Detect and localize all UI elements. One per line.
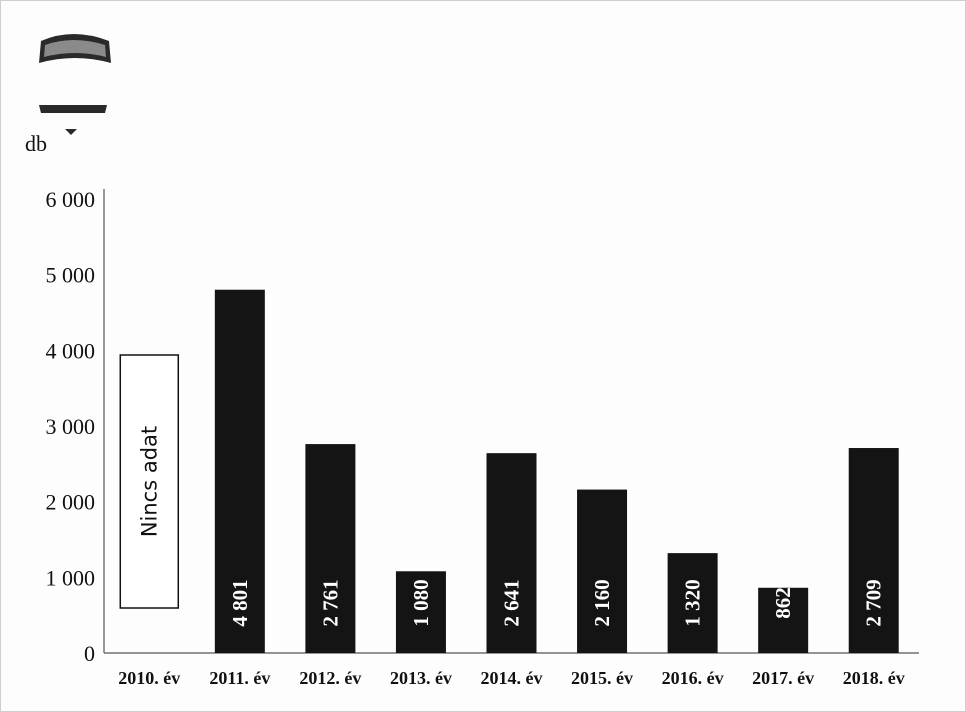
x-tick-label: 2016. év — [662, 668, 724, 688]
bar — [305, 444, 356, 653]
bar — [214, 289, 265, 653]
x-tick-label: 2012. év — [299, 668, 361, 688]
x-tick-label: 2014. év — [481, 668, 543, 688]
bar — [577, 489, 628, 653]
y-tick-label: 0 — [84, 641, 95, 666]
y-tick-label: 4 000 — [46, 338, 96, 363]
y-tick-label: 1 000 — [46, 565, 96, 590]
bar — [758, 587, 809, 653]
bar-value-label: 1 320 — [681, 579, 705, 626]
y-tick-label: 3 000 — [46, 414, 96, 439]
bar — [667, 553, 718, 653]
bars: Nincs adat 4 801 2 761 1 080 2 641 2 160 1 320… — [119, 289, 899, 653]
category-labels: 2010. év 2011. év 2012. év 2013. év 2014. év… — [118, 668, 904, 688]
x-tick-label: 2013. év — [390, 668, 452, 688]
bar-value-label: 862 — [771, 587, 795, 619]
x-tick-label: 2017. év — [752, 668, 814, 688]
bar-value-label: 2 709 — [862, 579, 886, 626]
bar — [486, 453, 537, 653]
x-tick-label: 2011. év — [209, 668, 270, 688]
y-tick-label: 6 000 — [46, 187, 96, 212]
bar — [848, 448, 899, 653]
bar-value-label: 1 080 — [409, 579, 433, 626]
bar — [395, 571, 446, 653]
bar-value-label: 2 641 — [500, 579, 524, 626]
y-tick-labels: 0 1 000 2 000 3 000 4 000 5 000 6 000 — [46, 187, 96, 666]
y-tick-label: 5 000 — [46, 263, 96, 288]
x-tick-label: 2018. év — [843, 668, 905, 688]
no-data-box — [119, 354, 180, 609]
x-tick-label: 2015. év — [571, 668, 633, 688]
bar-value-label: 4 801 — [228, 579, 252, 626]
x-tick-label: 2010. év — [118, 668, 180, 688]
stamp-logo — [39, 34, 111, 135]
bar-value-label: 2 761 — [318, 579, 342, 626]
bar-value-label: 2 160 — [590, 579, 614, 626]
y-tick-label: 2 000 — [46, 490, 96, 515]
y-axis-label: db — [25, 131, 47, 156]
no-data-label: Nincs adat — [137, 426, 161, 537]
